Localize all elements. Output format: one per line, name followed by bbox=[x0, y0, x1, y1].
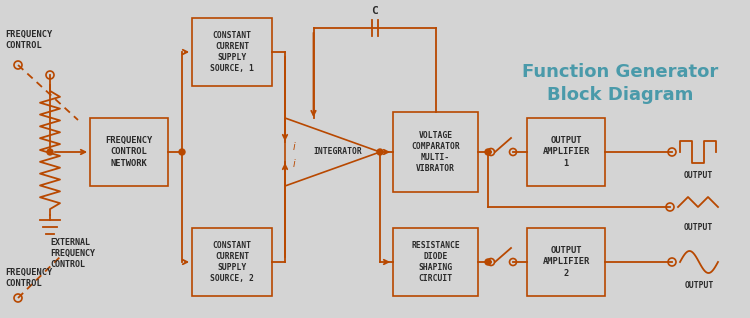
Text: FREQUENCY
CONTROL: FREQUENCY CONTROL bbox=[5, 30, 52, 50]
Bar bbox=[192, 228, 272, 296]
Text: OUTPUT: OUTPUT bbox=[683, 171, 712, 180]
Text: CONSTANT
CURRENT
SUPPLY
SOURCE, 1: CONSTANT CURRENT SUPPLY SOURCE, 1 bbox=[210, 31, 254, 73]
Text: i: i bbox=[293, 159, 296, 169]
Circle shape bbox=[485, 149, 491, 155]
Text: INTEGRATOR: INTEGRATOR bbox=[313, 148, 362, 156]
Circle shape bbox=[377, 149, 383, 155]
Text: OUTPUT
AMPLIFIER
1: OUTPUT AMPLIFIER 1 bbox=[542, 136, 590, 168]
Text: CONSTANT
CURRENT
SUPPLY
SOURCE, 2: CONSTANT CURRENT SUPPLY SOURCE, 2 bbox=[210, 241, 254, 283]
Text: EXTERNAL
FREQUENCY
CONTROL: EXTERNAL FREQUENCY CONTROL bbox=[50, 238, 95, 269]
Text: OUTPUT: OUTPUT bbox=[683, 223, 712, 232]
Text: FREQUENCY
CONTROL: FREQUENCY CONTROL bbox=[5, 268, 52, 288]
Bar bbox=[527, 228, 605, 296]
Circle shape bbox=[179, 149, 185, 155]
Text: i: i bbox=[293, 142, 296, 152]
Circle shape bbox=[485, 259, 491, 265]
Text: RESISTANCE
DIODE
SHAPING
CIRCUIT: RESISTANCE DIODE SHAPING CIRCUIT bbox=[411, 241, 460, 283]
Bar bbox=[527, 118, 605, 186]
Text: Function Generator: Function Generator bbox=[522, 63, 718, 81]
Circle shape bbox=[47, 149, 53, 155]
Text: OUTPUT
AMPLIFIER
2: OUTPUT AMPLIFIER 2 bbox=[542, 246, 590, 278]
Text: OUTPUT: OUTPUT bbox=[684, 281, 714, 290]
Text: VOLTAGE
COMPARATOR
MULTI-
VIBRATOR: VOLTAGE COMPARATOR MULTI- VIBRATOR bbox=[411, 131, 460, 173]
Bar bbox=[192, 18, 272, 86]
Text: Block Diagram: Block Diagram bbox=[547, 86, 693, 104]
Bar bbox=[393, 228, 478, 296]
Text: C: C bbox=[371, 6, 378, 16]
Bar bbox=[393, 112, 478, 192]
Bar bbox=[90, 118, 168, 186]
Text: FREQUENCY
CONTROL
NETWORK: FREQUENCY CONTROL NETWORK bbox=[105, 136, 153, 168]
